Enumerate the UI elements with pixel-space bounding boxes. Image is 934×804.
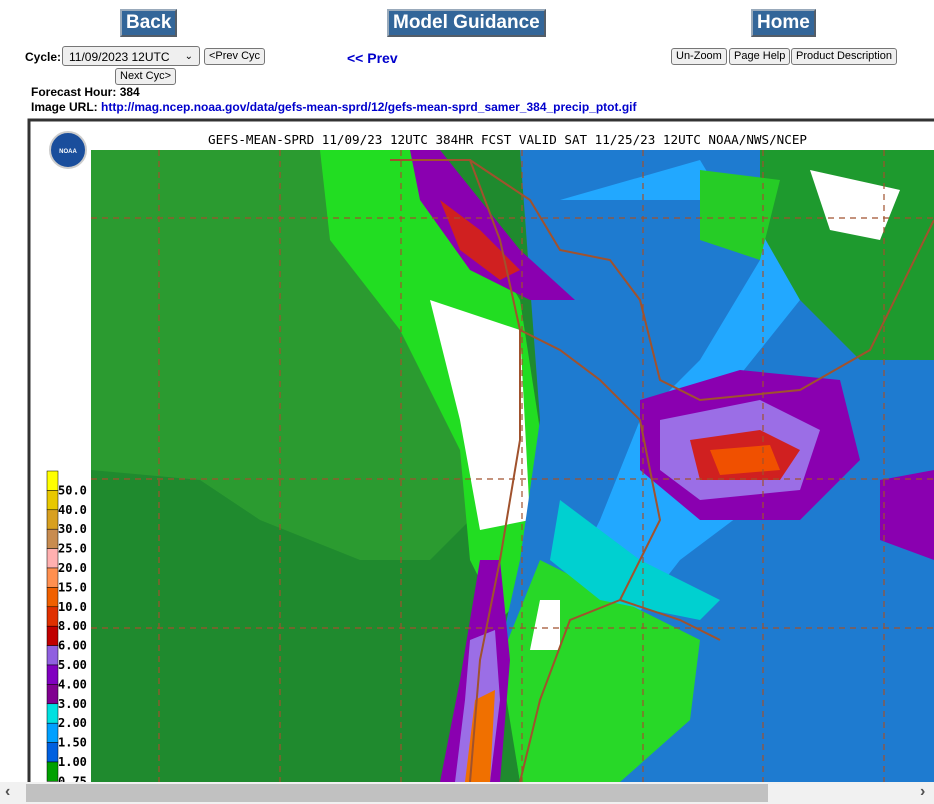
legend-swatch	[46, 548, 59, 569]
legend-label: 2.00	[58, 716, 87, 730]
legend-label: 25.0	[58, 542, 87, 556]
dropdown-arrow: ⌄	[184, 51, 193, 62]
map-borders	[390, 159, 934, 782]
noaa-logo-text: NOAA	[59, 149, 77, 155]
legend-label: 1.00	[58, 755, 87, 769]
legend-swatch	[46, 742, 59, 763]
legend-label: 5.00	[58, 658, 87, 672]
legend-swatch	[46, 761, 59, 782]
legend-label: 15.0	[58, 580, 87, 594]
legend-label: 30.0	[58, 522, 87, 536]
home-button[interactable]: Home	[751, 9, 816, 37]
next-cycle-button[interactable]: Next Cyc>	[115, 68, 177, 85]
forecast-hour-label: Forecast Hour:	[31, 85, 117, 99]
legend-label: 50.0	[58, 483, 87, 497]
prev-cycle-button[interactable]: <Prev Cyc	[204, 48, 266, 65]
legend-swatch	[46, 625, 59, 646]
model-guidance-button[interactable]: Model Guidance	[387, 9, 546, 37]
legend-label: 4.00	[58, 677, 87, 691]
forecast-hour-value: 384	[119, 85, 140, 99]
scroll-right[interactable]: ›	[920, 783, 926, 800]
legend-swatch	[46, 587, 59, 608]
horizontal-scrollbar[interactable]: ‹ ›	[0, 782, 934, 804]
legend-label: 8.00	[58, 619, 87, 633]
image-url-label: Image URL:	[31, 100, 98, 114]
cycle-select[interactable]: 11/09/2023 12UTC ⌄	[62, 46, 200, 66]
scrollbar-thumb[interactable]	[26, 784, 768, 802]
legend-swatch	[46, 470, 59, 491]
forecast-hour: Forecast Hour: 384	[31, 85, 140, 99]
legend-label: 1.50	[58, 736, 87, 750]
legend-label: 3.00	[58, 697, 87, 711]
legend-swatch	[46, 490, 59, 511]
image-url-link[interactable]: http://mag.ncep.noaa.gov/data/gefs-mean-…	[101, 100, 637, 114]
page-help-button[interactable]: Page Help	[729, 48, 791, 65]
legend: 50.0 40.0 30.0 25.0 20.0 15.0 10.0 8.00 6.00 5.00…	[46, 470, 87, 788]
back-button[interactable]: Back	[120, 9, 178, 37]
legend-swatch	[46, 528, 59, 549]
prev-link[interactable]: << Prev	[347, 50, 398, 66]
cycle-label: Cycle:	[25, 50, 62, 64]
legend-swatch	[46, 509, 59, 530]
cycle-selected: 11/09/2023 12UTC	[69, 50, 170, 64]
noaa-logo	[49, 131, 87, 169]
legend-swatch	[46, 703, 59, 724]
legend-label: 6.00	[58, 639, 87, 653]
legend-swatch	[46, 645, 59, 666]
legend-swatch	[46, 722, 59, 743]
image-url: Image URL: http://mag.ncep.noaa.gov/data…	[31, 100, 637, 114]
legend-swatch	[46, 684, 59, 705]
legend-label: 40.0	[58, 503, 87, 517]
map-grid	[91, 150, 934, 782]
unzoom-button[interactable]: Un-Zoom	[671, 48, 727, 65]
legend-label: 10.0	[58, 600, 87, 614]
map-field	[91, 150, 934, 782]
legend-swatch	[46, 664, 59, 685]
legend-swatch	[46, 567, 59, 588]
scroll-left[interactable]: ‹	[5, 783, 11, 800]
product-description-button[interactable]: Product Description	[791, 48, 897, 65]
legend-swatch	[46, 606, 59, 627]
legend-label: 20.0	[58, 561, 87, 575]
map-title: GEFS-MEAN-SPRD 11/09/23 12UTC 384HR FCST…	[208, 132, 807, 147]
